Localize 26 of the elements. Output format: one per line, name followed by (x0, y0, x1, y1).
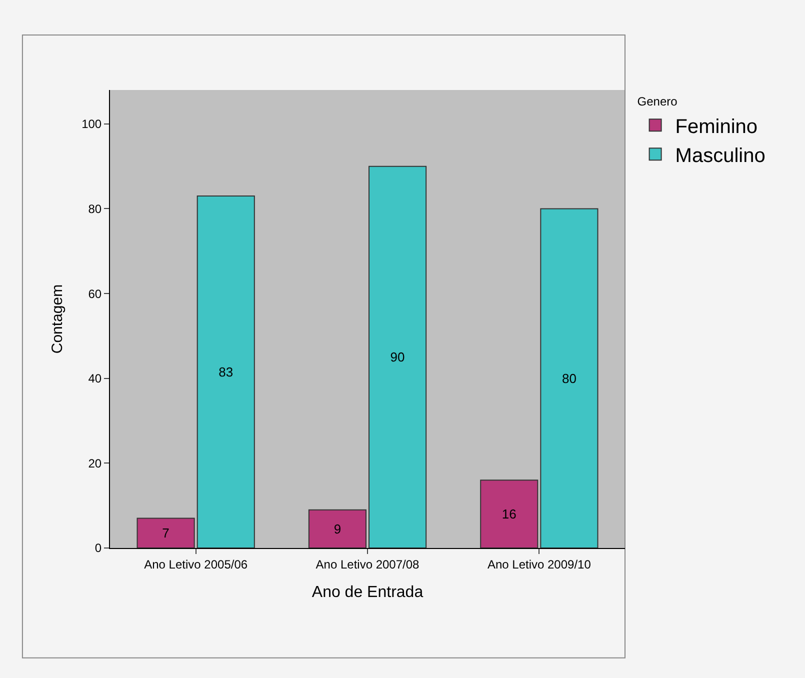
legend-title: Genero (637, 94, 678, 109)
bar (368, 166, 427, 548)
y-axis-title: Contagem (48, 284, 66, 354)
y-tick-label: 80 (88, 202, 102, 216)
x-tick-label: Ano Letivo 2007/08 (316, 557, 420, 572)
y-tick-label: 0 (94, 541, 102, 556)
bar (480, 480, 538, 548)
y-tick-label: 100 (82, 117, 102, 132)
legend-label: Feminino (675, 116, 758, 138)
y-tick-label: 60 (88, 286, 102, 301)
y-tick-label: 40 (88, 372, 102, 386)
x-tick-label: Ano Letivo 2009/10 (487, 557, 592, 572)
bar (540, 208, 598, 548)
x-tick-label: Ano Letivo 2005/06 (144, 557, 248, 572)
legend-label: Masculino (675, 144, 766, 167)
y-tick-label: 20 (88, 456, 102, 470)
bar (136, 518, 195, 548)
bar (308, 509, 366, 548)
x-axis-title: Ano de Entrada (312, 584, 424, 602)
data-label: 9 (334, 521, 342, 536)
data-label: 16 (502, 506, 516, 522)
data-label: 90 (390, 350, 405, 365)
data-label: 7 (162, 526, 170, 541)
data-label: 83 (218, 364, 234, 380)
bar (196, 196, 255, 548)
data-label: 80 (562, 370, 576, 386)
